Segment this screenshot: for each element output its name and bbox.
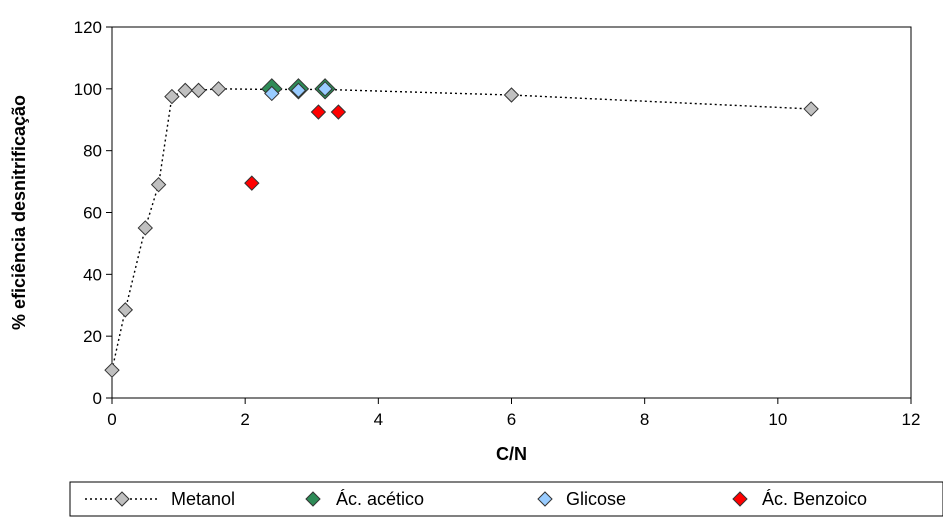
legend-label-glicose: Glicose: [566, 489, 626, 509]
data-point-metanol: [177, 82, 193, 99]
data-point-metanol: [803, 101, 819, 117]
x-tick-label: 6: [507, 410, 516, 429]
x-tick-label: 8: [640, 410, 649, 429]
data-point-ac-benzoico: [244, 175, 260, 191]
data-point-metanol: [164, 88, 180, 105]
x-tick-label: 0: [107, 410, 116, 429]
legend: Metanol Ác. acético Glicose Ác. Benzoico: [69, 481, 943, 517]
data-point-metanol: [503, 87, 520, 103]
legend-label-ac-acetico: Ác. acético: [336, 489, 424, 509]
data-point-metanol: [137, 220, 153, 236]
data-point-metanol: [117, 302, 134, 318]
y-tick-label: 0: [93, 389, 102, 408]
y-tick-label: 60: [83, 204, 102, 223]
data-point-ac-benzoico: [330, 104, 347, 120]
y-tick-label: 120: [74, 18, 102, 37]
data-point-glicose: [317, 81, 333, 97]
plot-area: [104, 78, 819, 378]
legend-marker-glicose: [537, 491, 553, 507]
plot-frame: [111, 26, 912, 399]
y-tick-label: 100: [74, 80, 102, 99]
data-point-ac-benzoico: [310, 104, 327, 120]
data-point-metanol: [210, 81, 227, 97]
y-tick-label: 80: [83, 142, 102, 161]
x-axis-title: C/N: [496, 444, 527, 464]
legend-box: [69, 481, 943, 517]
data-point-metanol: [190, 82, 207, 99]
legend-label-metanol: Metanol: [171, 489, 235, 509]
x-tick-label: 10: [768, 410, 787, 429]
x-tick-label: 12: [902, 410, 921, 429]
x-tick-label: 4: [374, 410, 383, 429]
legend-marker-metanol: [114, 491, 130, 507]
legend-marker-ac-acetico: [305, 491, 321, 507]
x-tick-label: 2: [240, 410, 249, 429]
legend-marker-ac-benzoico: [732, 491, 748, 507]
y-tick-label: 40: [83, 265, 102, 284]
legend-label-ac-benzoico: Ác. Benzoico: [762, 489, 867, 509]
series-line-metanol: [111, 88, 812, 371]
y-axis-title: % eficiência desnitrificação: [9, 95, 29, 330]
data-point-glicose: [264, 85, 280, 102]
axes: 0 20 40 60 80 100 120 0 2 4 6 8 10 12: [74, 18, 921, 429]
data-point-glicose: [290, 82, 307, 99]
y-tick-label: 20: [83, 327, 102, 346]
data-point-metanol: [104, 362, 120, 378]
data-point-metanol: [150, 176, 167, 193]
